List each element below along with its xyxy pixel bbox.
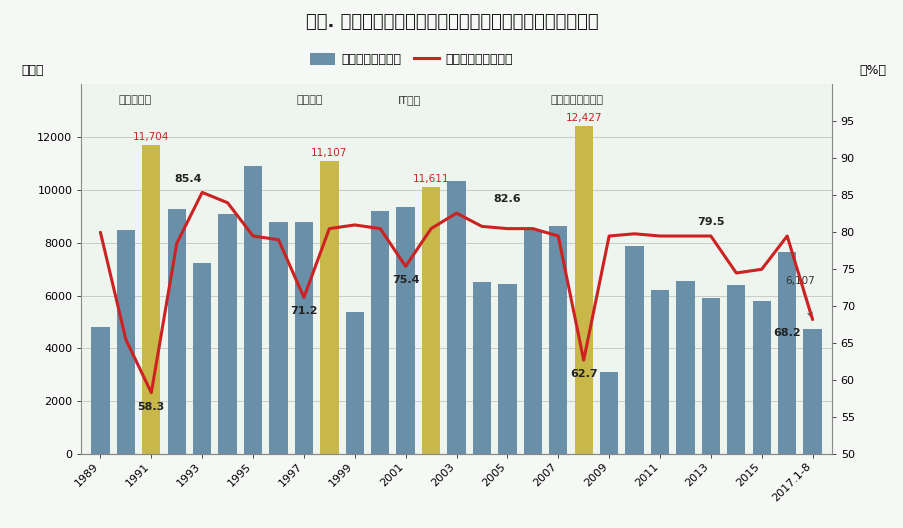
Text: 図５. 景気に左右される新築マンションの売行き（首都圏）: 図５. 景気に左右される新築マンションの売行き（首都圏） [305, 13, 598, 31]
Bar [803, 328, 821, 454]
Bar [294, 222, 312, 454]
Text: IT不況: IT不況 [397, 95, 421, 105]
Bar [675, 281, 694, 454]
Text: 82.6: 82.6 [493, 194, 521, 204]
Text: 68.2: 68.2 [772, 328, 800, 338]
Bar [269, 222, 287, 454]
Text: 58.3: 58.3 [137, 402, 164, 412]
Bar [447, 181, 465, 454]
Bar [777, 252, 796, 454]
Text: 71.2: 71.2 [290, 306, 317, 316]
Text: 11,611: 11,611 [413, 174, 449, 184]
Text: 11,704: 11,704 [133, 132, 169, 142]
Legend: 年末在庫【左軸】, 初月契約率【右軸】: 年末在庫【左軸】, 初月契約率【右軸】 [305, 48, 517, 71]
Bar [396, 207, 414, 454]
Bar [320, 161, 338, 454]
Bar [142, 145, 161, 454]
Text: （%）: （%） [859, 64, 886, 77]
Text: （戸）: （戸） [22, 64, 43, 77]
Bar [726, 285, 745, 454]
Bar [498, 284, 516, 454]
Bar [167, 209, 186, 454]
Bar [219, 214, 237, 454]
Bar [370, 211, 389, 454]
Bar [244, 166, 262, 454]
Text: 金融危機: 金融危機 [296, 95, 322, 105]
Text: 12,427: 12,427 [564, 113, 601, 123]
Text: 6,107: 6,107 [784, 277, 814, 317]
Text: 79.5: 79.5 [696, 217, 724, 227]
Text: バブル崩壊: バブル崩壊 [118, 95, 151, 105]
Bar [116, 230, 135, 454]
Text: 85.4: 85.4 [174, 174, 202, 184]
Bar [625, 246, 643, 454]
Text: リーマンショック: リーマンショック [550, 95, 603, 105]
Bar [701, 298, 719, 454]
Bar [751, 301, 770, 454]
Bar [193, 263, 211, 454]
Bar [91, 327, 109, 454]
Bar [548, 226, 567, 454]
Text: 62.7: 62.7 [569, 369, 597, 379]
Bar [574, 126, 592, 454]
Bar [422, 187, 440, 454]
Bar [650, 290, 668, 454]
Bar [600, 372, 618, 454]
Text: 75.4: 75.4 [392, 275, 419, 285]
Text: 11,107: 11,107 [311, 148, 347, 158]
Bar [523, 230, 542, 454]
Bar [472, 282, 490, 454]
Bar [345, 312, 364, 454]
